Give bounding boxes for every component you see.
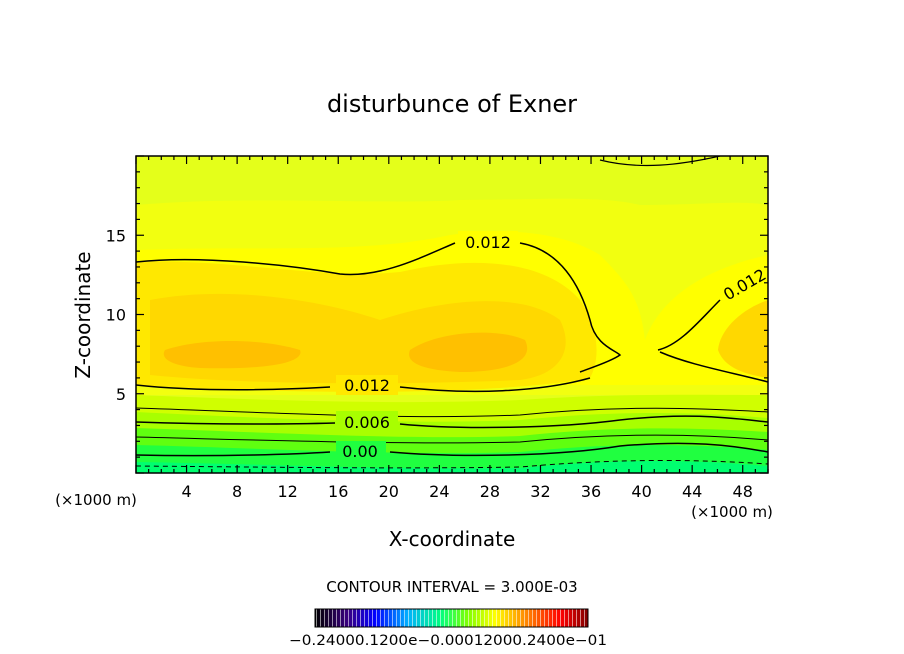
contour-line-0012-lower <box>136 377 591 393</box>
x-tick-label: 48 <box>733 482 753 501</box>
x-tick-label: 44 <box>682 482 702 501</box>
colorbar: −0.24000.1200e−0.00012000.2400e−01 <box>289 608 607 649</box>
contour-interval-text: CONTOUR INTERVAL = 3.000E-03 <box>326 578 577 596</box>
x-axis-ticks: 4 8 12 16 20 24 28 32 36 40 44 48 <box>135 156 769 501</box>
y-tick-label: 5 <box>116 385 126 404</box>
contour-line-top <box>599 156 721 167</box>
contour-label-000: 0.00 <box>342 442 378 461</box>
x-tick-label: 36 <box>581 482 601 501</box>
x-tick-label: 16 <box>328 482 348 501</box>
x-tick-label: 32 <box>530 482 550 501</box>
contour-label-0006: 0.006 <box>344 413 390 432</box>
contour-line-003 <box>136 434 768 444</box>
chart-title: disturbunce of Exner <box>327 90 577 118</box>
colorbar-tick-labels: −0.24000.1200e−0.00012000.2400e−01 <box>289 633 607 649</box>
contour-field <box>136 156 768 473</box>
band-teal-green <box>136 461 768 473</box>
x-tick-label: 40 <box>631 482 651 501</box>
contour-line-negative-dashed <box>136 459 768 469</box>
band-gold-right <box>718 300 768 378</box>
contour-line-0012-right <box>657 299 768 383</box>
contour-line-009 <box>136 407 768 418</box>
x-tick-label: 24 <box>429 482 449 501</box>
x-tick-label: 20 <box>379 482 399 501</box>
contour-label-0012-bottom: 0.012 <box>344 376 390 395</box>
y-tick-label: 15 <box>106 226 126 245</box>
contour-line-0012-upper <box>136 242 622 373</box>
x-tick-label: 28 <box>480 482 500 501</box>
contour-line-000 <box>136 442 768 457</box>
colorbar-stripes <box>315 609 588 627</box>
band-orange-core-left <box>163 341 301 369</box>
x-axis-label: X-coordinate <box>389 527 516 551</box>
colorbar-frame <box>314 608 589 628</box>
contour-line-0006 <box>136 415 768 429</box>
x-tick-label: 12 <box>278 482 298 501</box>
y-unit-label: (×1000 m) <box>55 491 137 509</box>
x-tick-label: 4 <box>181 482 191 501</box>
y-axis-ticks: 5 10 15 <box>106 155 768 474</box>
contour-label-0012-top: 0.012 <box>465 233 511 252</box>
x-tick-label: 8 <box>232 482 242 501</box>
contour-labels: 0.012 0.012 0.012 0.006 0.00 <box>336 231 769 461</box>
y-axis-label: Z-coordinate <box>71 251 95 378</box>
band-orange-core-mid <box>409 332 528 372</box>
x-unit-label: (×1000 m) <box>691 503 773 521</box>
y-tick-label: 10 <box>106 306 126 325</box>
